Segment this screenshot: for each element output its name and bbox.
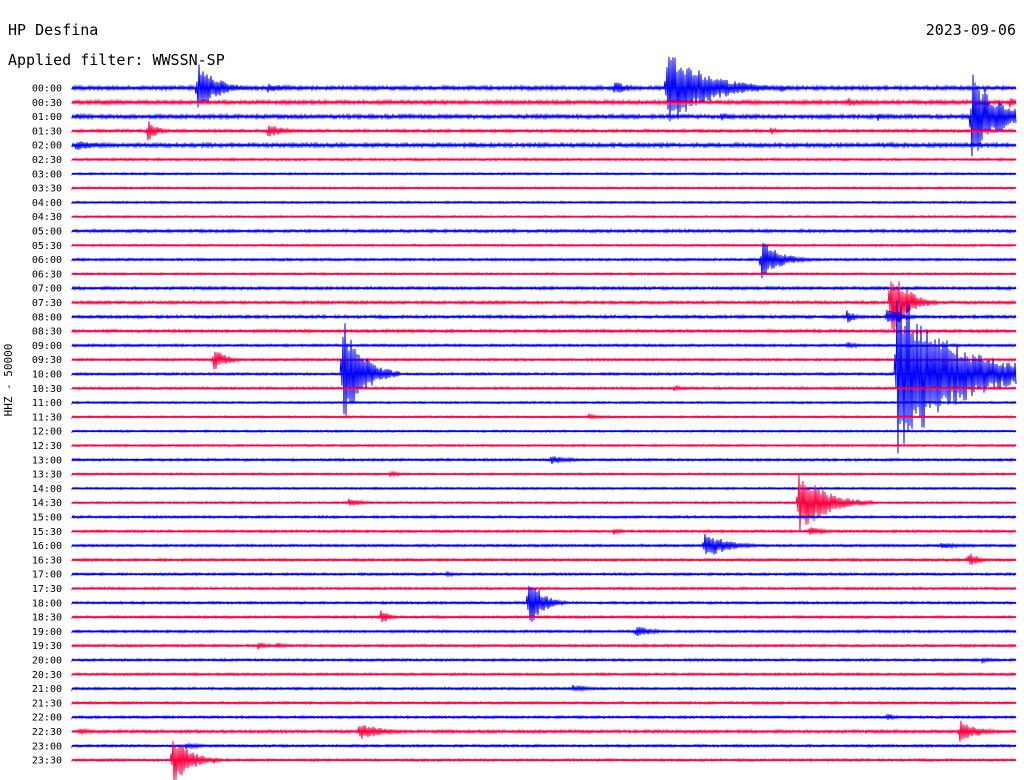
time-label: 22:30 (32, 727, 62, 738)
time-label: 10:30 (32, 384, 62, 395)
time-label: 17:30 (32, 584, 62, 595)
trace-line (71, 533, 1017, 555)
time-label: 06:30 (32, 269, 62, 280)
time-label: 20:30 (32, 670, 62, 681)
time-label: 02:30 (32, 155, 62, 166)
time-label: 06:00 (32, 255, 62, 266)
time-label: 04:00 (32, 198, 62, 209)
time-label: 07:30 (32, 298, 62, 309)
time-label: 21:00 (32, 684, 62, 695)
filter-label: Applied filter: WWSSN-SP (8, 51, 225, 69)
record-date: 2023-09-06 (925, 21, 1016, 39)
time-label: 04:30 (32, 212, 62, 223)
time-label: 13:30 (32, 470, 62, 481)
time-label: 09:30 (32, 355, 62, 366)
time-label: 08:00 (32, 312, 62, 323)
time-label: 03:00 (32, 169, 62, 180)
time-label: 14:30 (32, 498, 62, 509)
time-label: 11:00 (32, 398, 62, 409)
time-label: 18:00 (32, 598, 62, 609)
time-label: 23:30 (32, 756, 62, 767)
time-labels: 00:00 00:30 01:00 01:30 02:00 02:30 03:00 03:30… (32, 84, 62, 767)
time-label: 00:30 (32, 98, 62, 109)
station-name: HP Desfina (8, 21, 99, 39)
time-label: 02:00 (32, 141, 62, 152)
time-label: 03:30 (32, 184, 62, 195)
time-label: 15:00 (32, 513, 62, 524)
time-label: 05:30 (32, 241, 62, 252)
time-label: 17:00 (32, 570, 62, 581)
time-label: 16:00 (32, 541, 62, 552)
time-label: 09:00 (32, 341, 62, 352)
trace-rows (71, 56, 1017, 780)
time-label: 10:00 (32, 370, 62, 381)
time-label: 16:30 (32, 555, 62, 566)
channel-axis-label: HHZ - 50000 (2, 343, 15, 417)
trace-line (71, 351, 1017, 370)
time-label: 00:00 (32, 84, 62, 95)
time-label: 08:30 (32, 327, 62, 338)
time-label: 15:30 (32, 527, 62, 538)
time-label: 23:00 (32, 741, 62, 752)
time-label: 01:30 (32, 126, 62, 137)
time-label: 07:00 (32, 284, 62, 295)
time-label: 18:30 (32, 613, 62, 624)
time-label: 19:00 (32, 627, 62, 638)
time-label: 12:30 (32, 441, 62, 452)
time-label: 22:00 (32, 713, 62, 724)
trace-line (71, 242, 1017, 279)
time-label: 01:00 (32, 112, 62, 123)
time-label: 12:00 (32, 427, 62, 438)
time-label: 05:00 (32, 227, 62, 238)
time-label: 19:30 (32, 641, 62, 652)
time-label: 20:00 (32, 656, 62, 667)
time-label: 21:30 (32, 698, 62, 709)
time-label: 11:30 (32, 412, 62, 423)
time-label: 14:00 (32, 484, 62, 495)
time-label: 13:00 (32, 455, 62, 466)
